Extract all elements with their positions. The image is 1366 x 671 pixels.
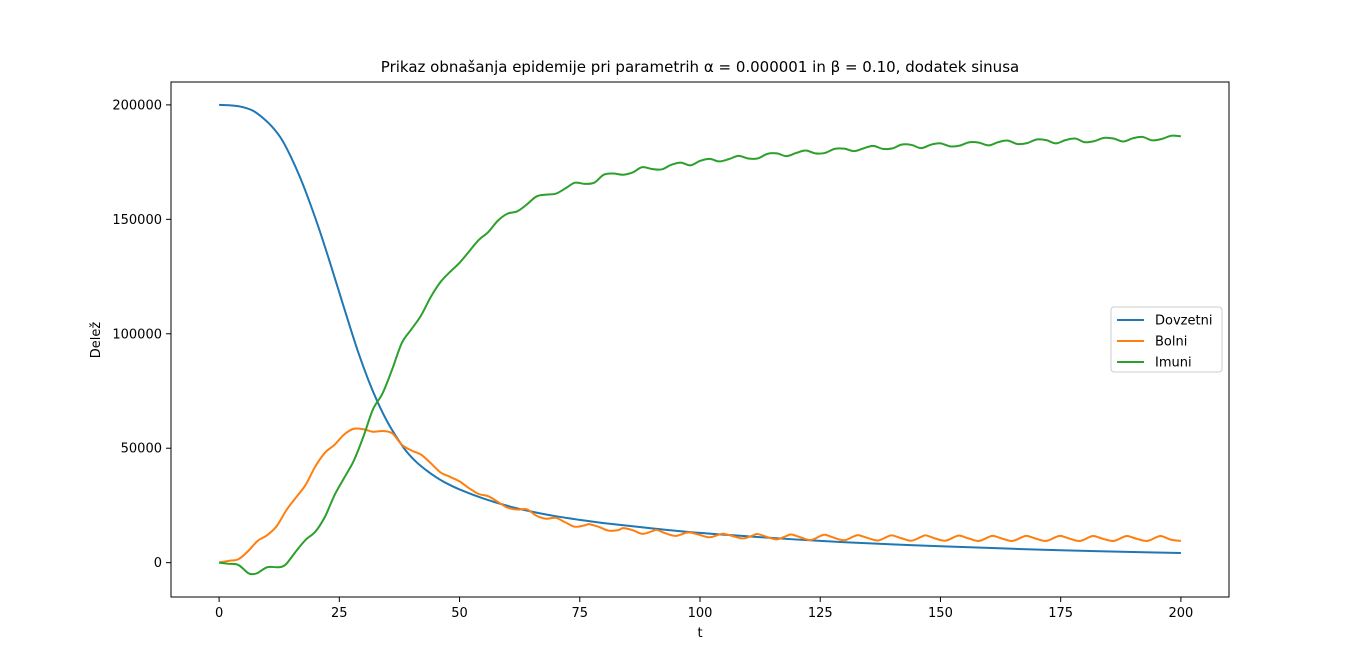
- y-tick-label: 150000: [112, 213, 162, 228]
- x-tick-label: 125: [808, 606, 833, 621]
- x-axis-label: t: [697, 626, 702, 641]
- x-tick-label: 200: [1168, 606, 1193, 621]
- legend: Dovzetni Bolni Imuni: [1110, 306, 1223, 373]
- legend-label-bolni: Bolni: [1155, 335, 1187, 350]
- y-tick-label: 50000: [121, 442, 162, 457]
- x-tick-label: 0: [215, 606, 223, 621]
- plot-series-group: [218, 103, 1182, 576]
- legend-label-dovzetni: Dovzetni: [1155, 314, 1212, 329]
- y-tick-label: 0: [154, 556, 162, 571]
- x-tick-label: 150: [928, 606, 953, 621]
- y-axis-label: Delež: [89, 322, 104, 359]
- series-line-bolni: [218, 427, 1182, 564]
- y-axis: 0 50000 100000 150000 200000: [112, 98, 171, 571]
- legend-box: [1110, 306, 1223, 373]
- legend-label-imuni: Imuni: [1155, 356, 1192, 371]
- plot-area-frame: [170, 81, 1230, 598]
- y-tick-label: 100000: [112, 327, 162, 342]
- series-line-imuni: [218, 134, 1181, 576]
- series-line-dovzetni: [219, 103, 1181, 555]
- x-axis: 0 25 50 75 100 125 150 175 200: [215, 597, 1193, 621]
- x-tick-label: 25: [331, 606, 348, 621]
- x-tick-label: 100: [688, 606, 713, 621]
- x-tick-label: 175: [1048, 606, 1073, 621]
- x-tick-label: 75: [571, 606, 588, 621]
- chart-title: Prikaz obnašanja epidemije pri parametri…: [381, 58, 1019, 76]
- y-tick-label: 200000: [112, 98, 162, 113]
- x-tick-label: 50: [451, 606, 468, 621]
